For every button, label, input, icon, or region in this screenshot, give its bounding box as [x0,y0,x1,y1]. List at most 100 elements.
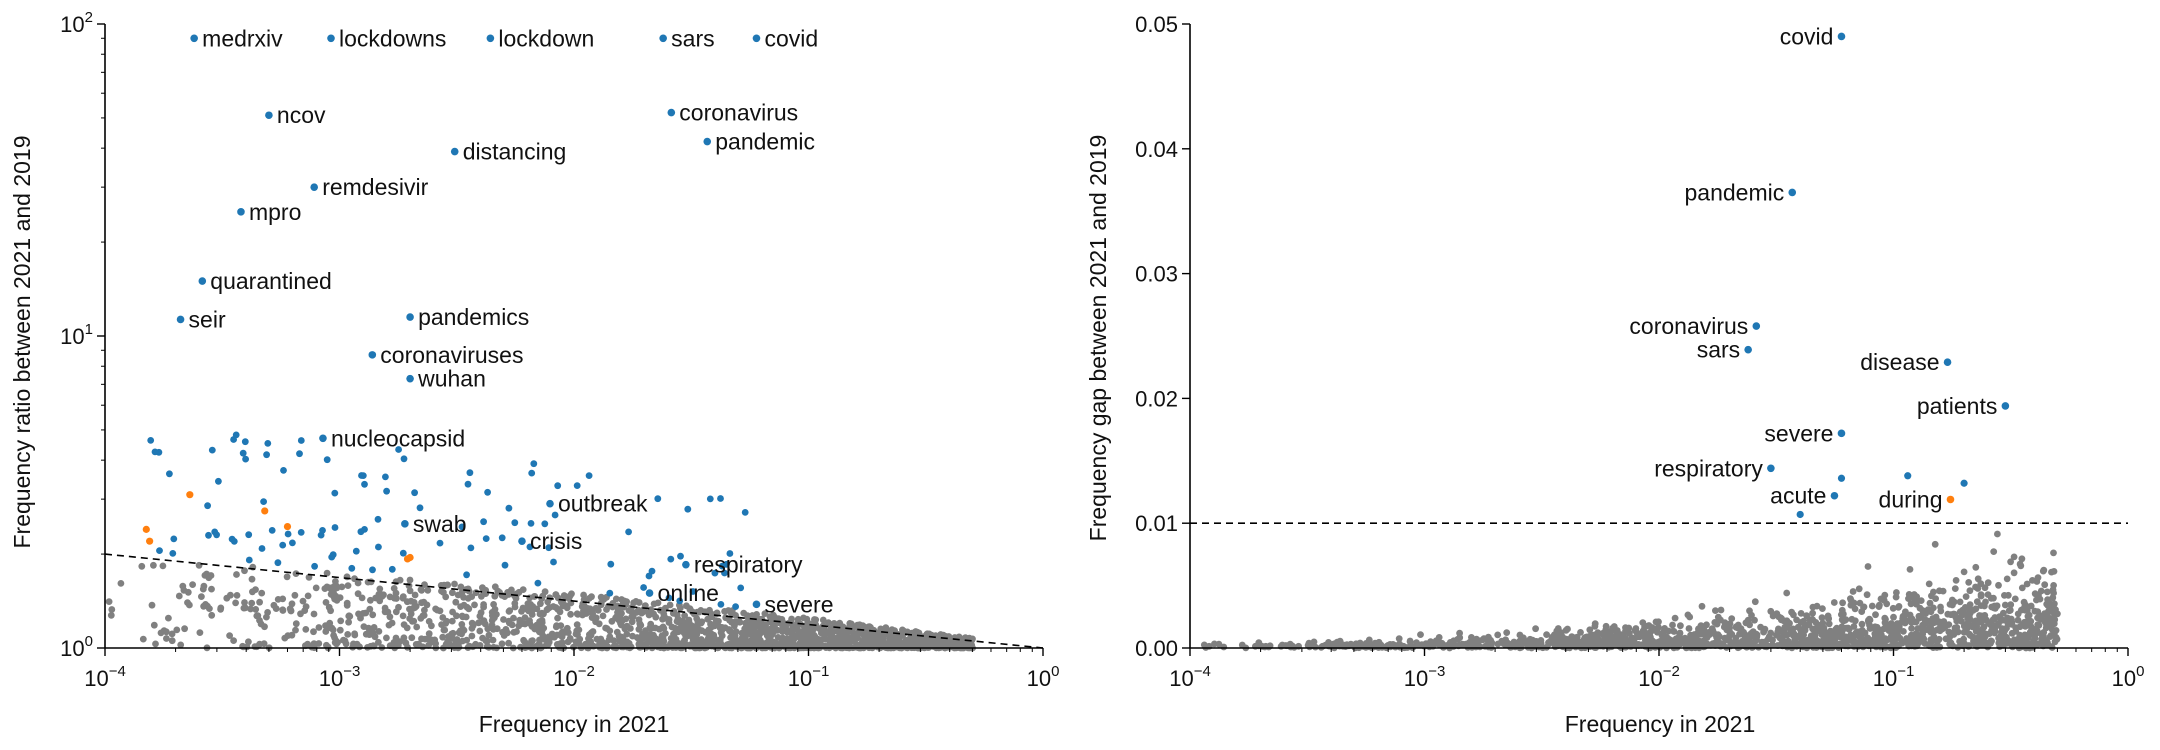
background-point [1882,643,1890,651]
background-point [498,640,506,648]
significant-point [1796,510,1804,519]
background-point [661,605,669,613]
significant-point [395,446,402,453]
background-point [442,593,450,601]
background-point [599,612,607,620]
special-point [142,525,150,533]
background-point [207,572,215,579]
background-point [662,615,670,622]
word-point-remdesivir [310,183,318,191]
background-point [1694,629,1702,636]
background-point [1580,635,1588,643]
background-point [385,621,393,629]
significant-point [296,450,303,458]
background-point [623,630,631,638]
background-point [779,622,787,629]
background-point [189,581,197,588]
background-point [1869,641,1876,648]
background-point [674,618,682,626]
word-point-lockdown [486,34,495,43]
background-point [310,610,318,618]
background-point [1599,629,1607,637]
background-point [1914,625,1922,632]
background-point [1577,629,1584,636]
background-point [405,582,413,590]
background-point [578,603,586,610]
x-tick-label: 100 [1027,663,1060,691]
background-point [1751,638,1759,646]
background-point [1564,625,1571,633]
background-point [1714,613,1722,621]
background-point [1751,598,1759,606]
word-point-respiratory [682,560,690,569]
background-point [1913,631,1921,638]
background-point [258,589,266,597]
background-point [1927,608,1935,616]
background-point [2048,568,2055,576]
background-point [150,621,158,629]
significant-point [511,519,519,527]
background-point [1721,619,1729,627]
background-point [454,591,462,599]
background-point [717,629,725,636]
background-point [413,623,421,631]
significant-point [245,531,253,539]
background-point [446,641,454,649]
y-tick-label: 102 [60,9,93,37]
background-point [1768,641,1776,649]
background-point [1849,588,1857,595]
significant-point [527,520,535,527]
word-point-medrxiv [190,34,198,43]
background-point [1686,613,1694,621]
background-point [2010,569,2018,577]
significant-point [383,487,390,495]
significant-point [606,589,614,597]
background-point [1638,641,1646,649]
background-point [288,631,296,639]
background-point [230,637,238,644]
significant-point [640,584,647,591]
word-label: online [658,580,719,606]
word-label: coronavirus [679,100,798,126]
background-point [738,634,746,641]
background-point [557,630,565,638]
background-point [652,624,659,632]
background-point [272,605,280,612]
background-point [1741,635,1749,642]
background-point [1695,639,1703,647]
background-point [1932,595,1939,602]
background-point [1677,622,1684,630]
background-point [1551,643,1559,651]
background-point [1900,628,1907,635]
word-label: medrxiv [202,25,283,51]
background-point [603,625,611,632]
gap-chart-panel: 10−4 10−3 10−2 10−1 100 0.00 0.01 0.02 0.03 0.04 0… [1085,12,2144,737]
background-point [685,616,693,624]
background-point [1935,635,1943,643]
background-point [868,640,875,648]
background-point [148,601,156,609]
word-point-covid [752,34,761,43]
background-point [1795,632,1802,640]
background-point [345,618,352,626]
background-point [343,599,351,607]
background-point [1456,629,1463,637]
background-point [1855,585,1863,593]
background-point [2011,595,2019,603]
background-point [554,614,561,622]
background-point [1671,614,1679,622]
background-point [1913,600,1920,608]
background-point [2024,612,2032,620]
background-point [476,642,484,649]
background-point [1958,617,1965,625]
background-point [1925,580,1933,588]
word-point-coronavirus [667,108,676,117]
background-point [1546,638,1554,645]
background-point [1895,623,1903,631]
background-point [957,639,965,646]
background-point [1895,603,1902,611]
background-point [1625,624,1633,632]
background-point [367,596,374,604]
background-point [1494,631,1502,639]
